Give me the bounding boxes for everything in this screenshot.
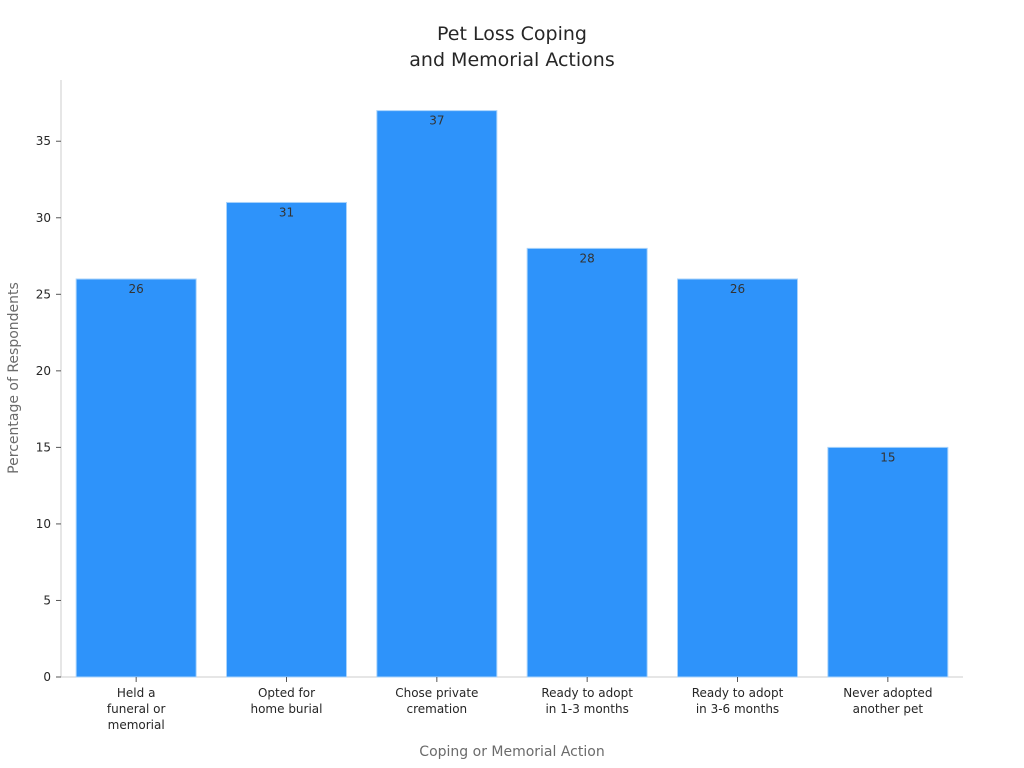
bar [526,247,648,678]
bar-value-label: 37 [429,114,444,128]
bar [827,446,949,678]
x-tick-label: Held a funeral or memorial [107,686,166,732]
x-tick-label: Never adopted another pet [843,686,932,716]
y-tick-label: 15 [36,440,51,454]
x-tick-label-line: home burial [250,702,322,716]
x-tick-label-line: Ready to adopt [541,686,633,700]
y-tick-label: 5 [43,593,51,607]
bar-value-label: 26 [129,282,144,296]
x-tick-label-line: in 1-3 months [545,702,628,716]
x-tick-label-line: memorial [108,718,165,732]
x-tick-label-line: cremation [406,702,467,716]
x-tick-label: Opted for home burial [250,686,322,716]
bar [376,110,498,678]
x-tick-label-line: funeral or [107,702,166,716]
x-tick-label: Ready to adopt in 3-6 months [692,686,784,716]
y-tick-label: 10 [36,517,51,531]
x-tick-label-line: Held a [117,686,156,700]
y-tick-label: 35 [36,134,51,148]
x-tick-label-line: Chose private [395,686,478,700]
bar [75,278,197,678]
y-tick-label: 30 [36,211,51,225]
bar-value-label: 15 [880,450,895,464]
bar-value-label: 31 [279,205,294,219]
chart-title: Pet Loss Coping and Memorial Actions [409,23,614,71]
bar-value-label: 28 [580,251,595,265]
x-axis-title: Coping or Memorial Action [419,744,604,760]
y-axis-title: Percentage of Respondents [6,282,22,474]
x-tick-label-line: Ready to adopt [692,686,784,700]
chart-title-line-1: Pet Loss Coping [437,23,587,45]
y-tick-label: 0 [43,670,51,684]
x-tick-label: Ready to adopt in 1-3 months [541,686,633,716]
bar [677,278,798,678]
y-tick-label: 20 [36,364,51,378]
x-tick-label-line: in 3-6 months [696,702,779,716]
x-tick-label: Chose private cremation [395,686,478,716]
plot-area: 0 5 10 15 20 25 30 35 26 Held a funeral or memorial… [36,80,963,732]
x-tick-label-line: Opted for [258,686,315,700]
chart-title-line-2: and Memorial Actions [409,49,614,71]
y-tick-label: 25 [36,287,51,301]
bar-value-label: 26 [730,282,745,296]
bar [226,201,347,678]
x-tick-label-line: Never adopted [843,686,932,700]
x-tick-label-line: another pet [853,702,924,716]
